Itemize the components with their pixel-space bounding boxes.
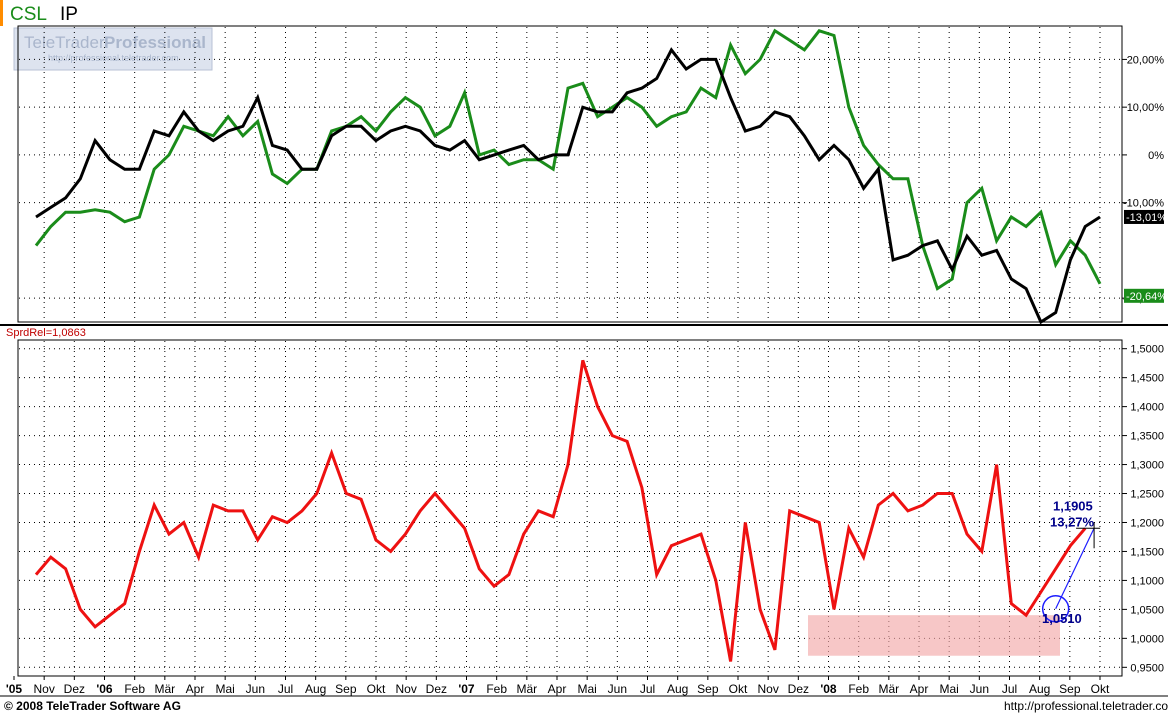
y-tick-label: 1,4500 [1130,373,1164,385]
y-tick-label: 0% [1148,150,1164,162]
watermark-url: http://professional.teletrader.com [48,53,179,63]
x-tick-label: Apr [548,682,567,696]
y-tick-label: 1,3500 [1130,431,1164,443]
top-y-axis: 20,00%10,00%0%-10,00%-30,00% [1122,54,1164,305]
x-tick-label: Dez [426,682,447,696]
annotation-high-value: 1,1905 [1053,498,1093,513]
y-tick-label: 1,1000 [1130,575,1164,587]
last-label-csl-text: -20,64% [1126,291,1167,303]
watermark-brand: TeleTrader [24,33,105,52]
x-tick-label: Okt [367,682,386,696]
annotation-low-value: 1,0510 [1042,611,1082,626]
support-band [808,615,1060,656]
series-line-spread [34,359,1087,662]
symbol2-label: IP [60,4,78,25]
x-tick-label: Apr [910,682,929,696]
x-tick-label: Jul [640,682,655,696]
x-tick-label: Aug [305,682,326,696]
y-tick-label: 20,00% [1127,54,1165,66]
x-tick-label: Aug [667,682,688,696]
y-tick-label: 1,0500 [1130,604,1164,616]
low-marker-circle [1041,595,1070,623]
x-tick-label: '06 [96,682,113,696]
y-tick-label: 1,2500 [1130,489,1164,501]
y-tick-label: 1,1500 [1130,546,1164,558]
spread-title: SprdRel=1,0863 [6,327,86,339]
spread-annotation: 1,1905 13,27% 1,0510 [1041,498,1101,626]
footer-url: http://professional.teletrader.com/ [1004,699,1168,713]
watermark-brand-bold: Professional [104,33,206,52]
x-tick-label: Sep [335,682,357,696]
bottom-panel-frame [17,339,1123,677]
top-grid [19,27,1121,321]
x-tick-label: '05 [6,682,23,696]
last-label-ip: -13,01% [1124,209,1167,224]
x-tick-label: Nov [33,682,54,696]
x-tick-label: Mär [878,682,899,696]
x-tick-label: Jun [246,682,265,696]
x-tick-label: Nov [757,682,778,696]
y-tick-label: 10,00% [1127,102,1165,114]
symbol1-label: CSL [10,4,47,25]
x-tick-label: Jun [970,682,989,696]
header-accent [0,0,3,26]
x-tick-label: Sep [1059,682,1081,696]
watermark-logo: TeleTrader Professional http://professio… [13,27,213,71]
x-tick-label: Apr [186,682,205,696]
x-tick-label: Mai [577,682,596,696]
x-tick-label: Mai [215,682,234,696]
y-tick-label: 0,9500 [1130,662,1164,674]
x-tick-label: '07 [458,682,475,696]
x-tick-label: Jun [608,682,627,696]
trend-line [1055,528,1095,610]
x-tick-label: Dez [788,682,809,696]
x-tick-label: Feb [848,682,869,696]
last-label-csl: -20,64% [1124,288,1167,303]
x-axis: '05 Nov Dez '06 Feb Mär Apr Mai Jun Jul Aug Sep Okt N… [6,676,1110,696]
y-tick-label: 1,3000 [1130,460,1164,472]
y-tick-label: 1,0000 [1130,633,1164,645]
y-tick-label: 1,5000 [1130,344,1164,356]
y-tick-label: 1,4000 [1130,402,1164,414]
x-tick-label: Jul [1002,682,1017,696]
x-tick-label: Nov [395,682,416,696]
x-tick-label: Mär [516,682,537,696]
x-tick-label: Okt [1091,682,1110,696]
x-tick-label: Dez [64,682,85,696]
x-tick-label: Jul [278,682,293,696]
x-tick-label: Feb [486,682,507,696]
series-line-ip [35,47,1101,325]
x-tick-label: Feb [124,682,145,696]
x-tick-label: '08 [820,682,837,696]
x-tick-label: Aug [1029,682,1050,696]
y-tick-label: 1,2000 [1130,517,1164,529]
x-tick-label: Mai [939,682,958,696]
bottom-grid [19,341,1121,675]
copyright-text: © 2008 TeleTrader Software AG [4,699,181,713]
x-tick-label: Sep [697,682,719,696]
last-label-ip-text: -13,01% [1126,212,1167,224]
x-tick-label: Mär [154,682,175,696]
y-tick-label: -10,00% [1123,198,1164,210]
bottom-y-axis: 1,5000 1,4500 1,4000 1,3500 1,3000 1,2500 1,20… [1122,344,1164,674]
x-tick-label: Okt [729,682,748,696]
top-panel-frame [17,25,1123,323]
annotation-high-pct: 13,27% [1050,514,1095,529]
